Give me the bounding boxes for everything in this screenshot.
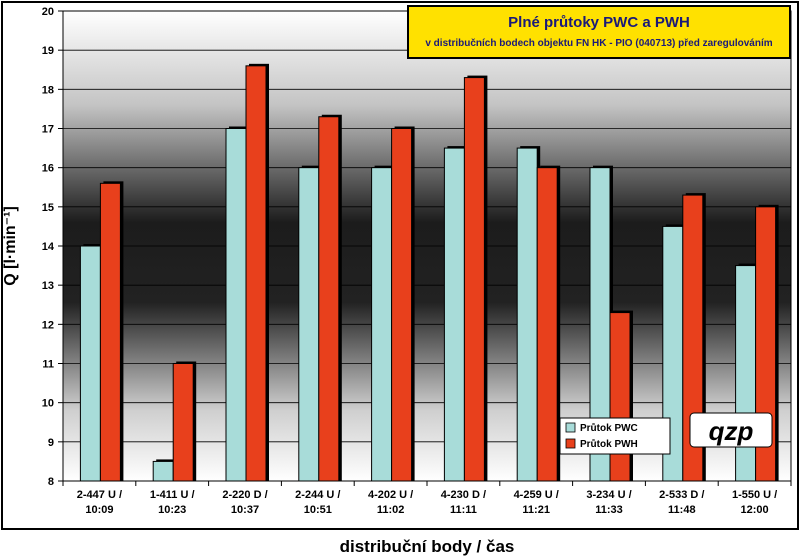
y-tick-label: 14	[42, 241, 55, 253]
logo-text: qzp	[709, 416, 754, 446]
bar-pwh	[609, 312, 631, 482]
x-tick-label: 2-533 D /	[659, 489, 704, 501]
legend-label-pwc: Průtok PWC	[580, 422, 638, 434]
title-box: Plné průtoky PWC a PWH v distribučních b…	[407, 5, 791, 59]
qzp-logo: qzp	[689, 412, 773, 448]
bar-pwh	[536, 167, 558, 482]
x-tick-label: 2-244 U /	[295, 489, 340, 501]
y-tick-label: 19	[42, 45, 54, 57]
x-axis: 2-447 U / 10:09 1-411 U / 10:23 2-220 D / 10:…	[62, 481, 792, 516]
bar-pwc	[225, 128, 247, 482]
bar-pwh	[99, 182, 121, 482]
bar-pwc	[152, 460, 174, 482]
legend-swatch-pwc	[565, 422, 576, 433]
y-tick-label: 16	[42, 163, 54, 175]
y-tick-label: 17	[42, 124, 54, 136]
legend-swatch-pwh	[565, 438, 576, 449]
x-tick-label: 3-234 U /	[586, 489, 631, 501]
chart-subtitle: v distribučních bodech objektu FN HK - P…	[425, 38, 772, 49]
x-tick-label: 12:00	[741, 504, 769, 516]
bar-pwh	[172, 363, 194, 482]
bar-pwh	[755, 206, 777, 482]
chart-title: Plné průtoky PWC a PWH	[508, 14, 690, 31]
x-tick-label: 11:33	[595, 504, 623, 516]
legend: Průtok PWC Průtok PWH	[559, 417, 671, 455]
x-tick-label: 10:09	[85, 504, 113, 516]
y-tick-label: 18	[42, 84, 54, 96]
x-tick-label: 10:37	[231, 504, 259, 516]
legend-label-pwh: Průtok PWH	[580, 438, 638, 450]
y-tick-label: 8	[48, 476, 54, 488]
y-tick-label: 13	[42, 280, 54, 292]
bar-pwc	[516, 147, 538, 482]
bar-pwh	[245, 65, 267, 482]
bar-pwh	[318, 116, 340, 482]
y-tick-label: 15	[42, 202, 54, 214]
bar-pwc	[443, 147, 465, 482]
logo-background	[689, 412, 773, 448]
bar-pwc	[298, 167, 320, 482]
x-tick-label: 2-447 U /	[77, 489, 122, 501]
x-axis-label: distribuční body / čas	[340, 537, 515, 556]
x-tick-label: 11:11	[450, 504, 477, 516]
y-axis: 8 9 10 11 12 13 14 15 16 17 18 19 20	[42, 6, 63, 488]
x-tick-label: 4-230 D /	[441, 489, 486, 501]
x-tick-label: 11:48	[668, 504, 696, 516]
legend-box	[559, 417, 671, 455]
y-tick-label: 10	[42, 398, 54, 410]
y-axis-label: Q [l·min⁻¹]	[2, 206, 19, 286]
x-tick-label: 10:51	[304, 504, 332, 516]
x-tick-label: 1-550 U /	[732, 489, 777, 501]
bar-pwc	[371, 167, 393, 482]
x-tick-label: 2-220 D /	[222, 489, 267, 501]
bar-pwh	[682, 194, 704, 482]
x-tick-label: 4-202 U /	[368, 489, 413, 501]
x-tick-label: 10:23	[158, 504, 186, 516]
y-tick-label: 12	[42, 319, 54, 331]
bar-pwc	[735, 265, 757, 482]
bar-pwh	[463, 77, 485, 482]
x-tick-label: 4-259 U /	[514, 489, 559, 501]
title-box-background	[407, 5, 791, 59]
y-tick-label: 11	[42, 359, 54, 371]
bar-pwh	[391, 128, 413, 482]
x-tick-label: 11:02	[377, 504, 405, 516]
y-tick-label: 9	[48, 437, 54, 449]
x-tick-label: 1-411 U /	[150, 489, 195, 501]
y-tick-label: 20	[42, 6, 54, 18]
bar-pwc	[79, 245, 101, 482]
x-tick-label: 11:21	[522, 504, 550, 516]
